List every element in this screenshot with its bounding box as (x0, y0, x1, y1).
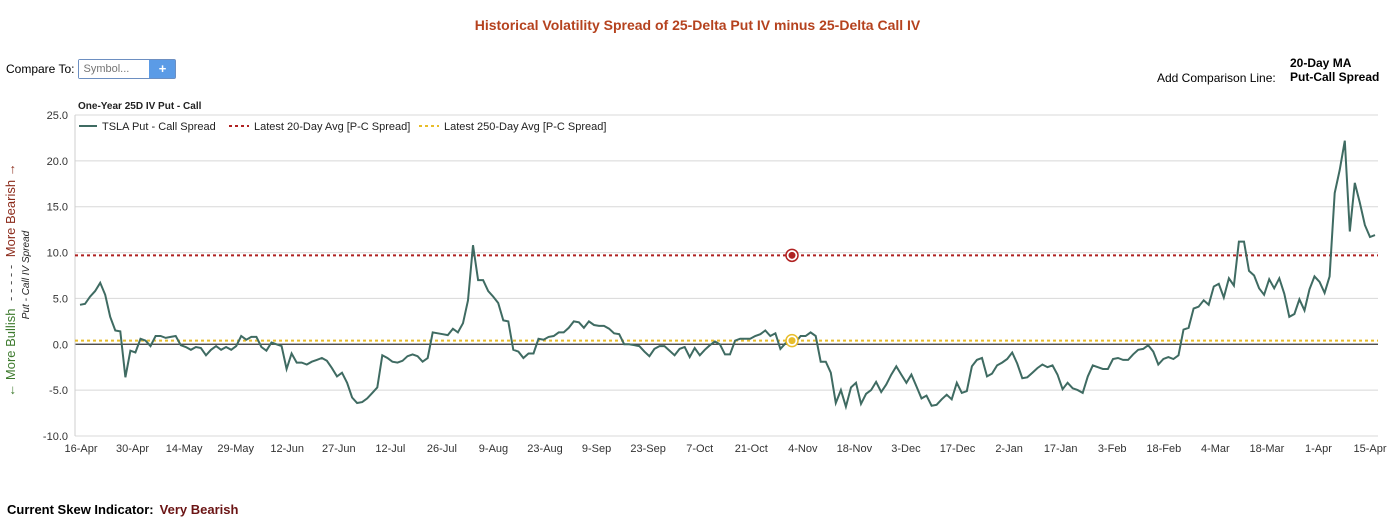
avg20-marker (788, 251, 796, 259)
avg-markers (785, 248, 799, 348)
x-tick-label: 15-Apr (1353, 443, 1386, 455)
chart-grid (74, 114, 1378, 437)
symbol-input[interactable] (79, 60, 150, 78)
x-tick-label: 2-Jan (995, 443, 1023, 455)
add-comparison-line-label: Add Comparison Line: (1157, 71, 1276, 85)
x-tick-label: 9-Aug (479, 443, 508, 455)
y-tick-label: 5.0 (53, 293, 68, 305)
compare-box: + (78, 59, 177, 79)
y-tick-label: 20.0 (47, 156, 68, 168)
x-tick-label: 17-Dec (940, 443, 976, 455)
skew-label: Current Skew Indicator: (7, 502, 154, 517)
x-tick-label: 16-Apr (64, 443, 97, 455)
svg-text:← More Bullish - - - - -: ← More Bullish - - - - - More Bearish → (3, 163, 18, 396)
x-tick-label: 3-Feb (1098, 443, 1127, 455)
more-bullish-label: ← More Bullish (3, 309, 18, 397)
x-tick-label: 14-May (166, 443, 203, 455)
y-tick-label: 25.0 (47, 110, 68, 122)
legend-label-avg250[interactable]: Latest 250-Day Avg [P-C Spread] (444, 121, 606, 133)
compare-label: Compare To: (6, 62, 75, 76)
y-tick-label: 0.0 (53, 339, 68, 351)
x-tick-label: 12-Jul (375, 443, 405, 455)
option-put-call-spread[interactable]: Put-Call Spread (1290, 70, 1380, 84)
x-axis-ticks: 16-Apr 30-Apr 14-May 29-May 12-Jun 27-Jun 12-J… (64, 443, 1386, 455)
x-tick-label: 23-Aug (527, 443, 562, 455)
skew-value: Very Bearish (159, 502, 239, 517)
x-tick-label: 4-Mar (1201, 443, 1230, 455)
legend-label-series[interactable]: TSLA Put - Call Spread (102, 121, 216, 133)
legend: TSLA Put - Call Spread Latest 20-Day Avg… (79, 121, 606, 133)
x-tick-label: 27-Jun (322, 443, 356, 455)
comparison-options: 20-Day MA Put-Call Spread (1290, 56, 1379, 84)
skew-indicator: Current Skew Indicator: Very Bearish (7, 502, 238, 517)
x-tick-label: 26-Jul (427, 443, 457, 455)
x-tick-label: 9-Sep (582, 443, 611, 455)
sentiment-dashes: - - - - - (3, 265, 18, 301)
series-line-tsla (79, 140, 1376, 411)
x-tick-label: 12-Jun (270, 443, 304, 455)
x-tick-label: 1-Apr (1305, 443, 1332, 455)
x-tick-label: 18-Feb (1146, 443, 1181, 455)
x-tick-label: 18-Mar (1249, 443, 1284, 455)
chart-title: One-Year 25D IV Put - Call (78, 101, 202, 112)
x-tick-label: 30-Apr (116, 443, 149, 455)
y-tick-label: -10.0 (43, 431, 68, 443)
y-tick-label: 15.0 (47, 202, 68, 214)
compare-control: Compare To: + (6, 59, 177, 79)
more-bearish-label: More Bearish → (3, 163, 18, 257)
page-title: Historical Volatility Spread of 25-Delta… (474, 17, 921, 33)
add-symbol-button[interactable]: + (149, 60, 176, 78)
x-tick-label: 17-Jan (1044, 443, 1078, 455)
x-tick-label: 21-Oct (735, 443, 768, 455)
x-tick-label: 18-Nov (837, 443, 873, 455)
x-tick-label: 4-Nov (788, 443, 818, 455)
x-tick-label: 29-May (217, 443, 254, 455)
y-tick-label: 10.0 (47, 248, 68, 260)
avg250-marker (788, 337, 796, 345)
legend-label-avg20[interactable]: Latest 20-Day Avg [P-C Spread] (254, 121, 410, 133)
x-tick-label: 7-Oct (686, 443, 713, 455)
x-tick-label: 3-Dec (891, 443, 921, 455)
y-axis-label: Put - Call IV Spread (21, 230, 32, 319)
x-tick-label: 23-Sep (630, 443, 665, 455)
y-tick-label: -5.0 (49, 385, 68, 397)
option-20-day-ma[interactable]: 20-Day MA (1290, 56, 1352, 70)
sentiment-axis-label: ← More Bullish - - - - - More Bearish → (3, 163, 18, 396)
y-axis-ticks: 25.0 20.0 15.0 10.0 5.0 0.0 -5.0 -10.0 (43, 110, 68, 443)
